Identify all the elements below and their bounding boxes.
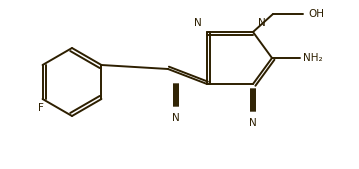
Text: N: N bbox=[172, 113, 180, 123]
Text: F: F bbox=[38, 103, 44, 113]
Text: N: N bbox=[194, 18, 202, 28]
Text: N: N bbox=[258, 18, 266, 28]
Text: NH₂: NH₂ bbox=[303, 53, 323, 63]
Text: OH: OH bbox=[308, 9, 324, 19]
Text: N: N bbox=[249, 118, 257, 128]
